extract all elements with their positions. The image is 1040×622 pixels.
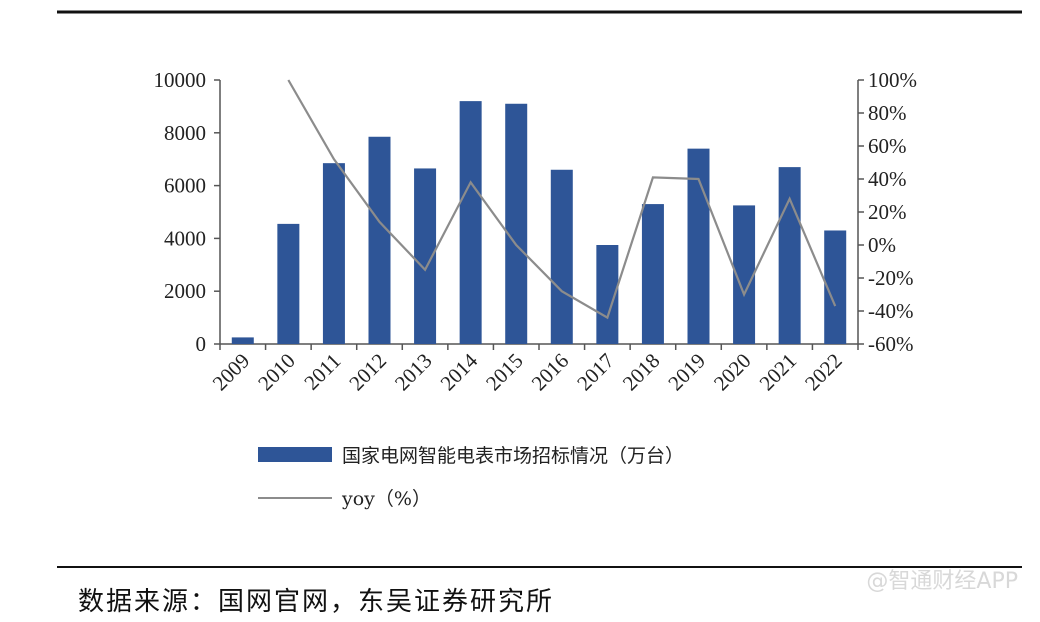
right-tick-label: 20% <box>868 200 907 224</box>
left-tick-label: 0 <box>196 332 207 356</box>
left-tick-label: 10000 <box>154 68 207 92</box>
watermark: @智通财经APP <box>866 569 1018 594</box>
x-tick-label: 2017 <box>572 349 619 396</box>
right-tick-label: -20% <box>868 266 914 290</box>
bar <box>505 103 528 344</box>
legend-bar-label: 国家电网智能电表市场招标情况（万台） <box>342 445 684 467</box>
x-tick-label: 2011 <box>299 349 345 395</box>
right-tick-label: -40% <box>868 299 914 323</box>
right-tick-label: -60% <box>868 332 914 356</box>
x-tick-label: 2012 <box>344 349 391 396</box>
x-tick-label: 2013 <box>390 349 437 396</box>
left-tick-label: 2000 <box>164 279 206 303</box>
x-tick-label: 2018 <box>618 349 665 396</box>
bar <box>824 230 847 344</box>
left-tick-label: 4000 <box>164 226 206 250</box>
legend: 国家电网智能电表市场招标情况（万台） yoy（%） <box>258 445 684 510</box>
x-tick-label: 2010 <box>253 349 300 396</box>
left-tick-label: 6000 <box>164 174 206 198</box>
right-tick-label: 100% <box>868 68 917 92</box>
bar <box>231 337 254 344</box>
x-tick-label: 2021 <box>755 349 802 396</box>
bar <box>733 205 756 344</box>
x-tick-label: 2016 <box>527 349 574 396</box>
right-tick-label: 40% <box>868 167 907 191</box>
bar <box>368 136 391 344</box>
right-tick-label: 60% <box>868 134 907 158</box>
bar <box>687 148 710 344</box>
source-note: 数据来源：国网官网，东吴证券研究所 <box>78 587 554 617</box>
x-tick-label: 2009 <box>208 349 255 396</box>
bar <box>414 168 437 344</box>
bar <box>596 245 619 344</box>
bar <box>550 169 573 344</box>
legend-bar-swatch <box>258 447 332 462</box>
legend-line-label: yoy（%） <box>341 488 431 510</box>
right-tick-label: 0% <box>868 233 896 257</box>
bar <box>641 204 664 344</box>
plot-area: 0 2000 4000 6000 8000 10000 -60% -40% -20% 0% 20% 4… <box>154 68 918 395</box>
x-tick-label: 2020 <box>709 349 756 396</box>
left-tick-label: 8000 <box>164 121 206 145</box>
x-tick-label: 2014 <box>436 348 483 395</box>
x-tick-label: 2015 <box>481 349 528 396</box>
x-tick-label: 2019 <box>663 349 710 396</box>
yoy-line <box>287 79 837 320</box>
bar <box>778 167 801 344</box>
bar <box>322 163 345 344</box>
bar <box>277 223 300 344</box>
right-tick-label: 80% <box>868 101 907 125</box>
x-tick-label: 2022 <box>800 349 847 396</box>
bar <box>459 101 482 345</box>
